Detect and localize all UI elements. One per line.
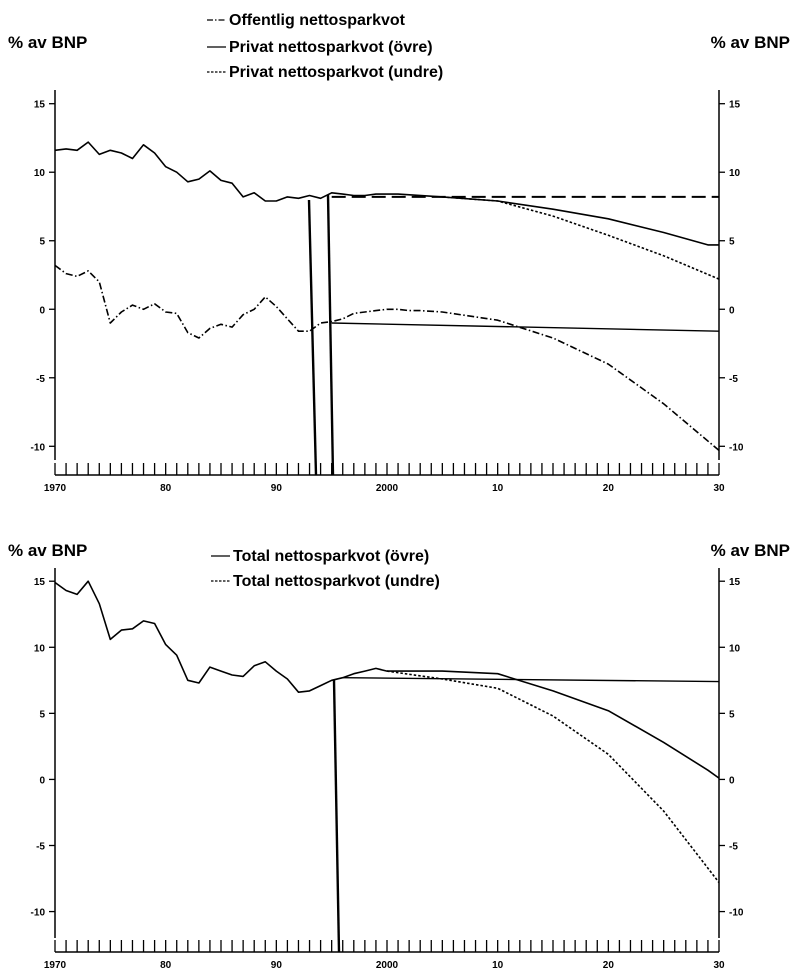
chart-2-right-axis-unit: % av BNP <box>711 541 790 560</box>
y-tick-label-right: 0 <box>729 305 735 316</box>
y-tick-label-right: 15 <box>729 100 741 111</box>
chart-1-left-axis-unit: % av BNP <box>8 33 87 52</box>
legend-item-total-undre: Total nettosparkvot (undre) <box>211 573 440 590</box>
reference-line-1 <box>342 677 720 683</box>
legend-label-offentlig: Offentlig nettosparkvot <box>229 12 406 29</box>
series-line-2 <box>54 141 719 246</box>
chart-2-left-axis-unit: % av BNP <box>8 541 87 560</box>
x-tick-label: 80 <box>160 960 172 970</box>
series-line-2 <box>386 670 720 883</box>
y-tick-label-left: 0 <box>39 305 45 316</box>
legend-label-total-undre: Total nettosparkvot (undre) <box>233 573 440 590</box>
chart-1-legend: Offentlig nettosparkvot Privat nettospar… <box>207 12 443 81</box>
x-tick-label: 1970 <box>44 960 67 970</box>
chart-1-series <box>54 141 720 452</box>
reference-line-2 <box>331 322 720 332</box>
y-tick-label-left: 5 <box>39 709 45 720</box>
y-tick-label-right: -5 <box>729 374 738 385</box>
y-tick-label-left: 15 <box>34 100 46 111</box>
y-tick-label-right: 0 <box>729 775 735 786</box>
x-tick-label: 20 <box>603 960 615 970</box>
chart-1-right-axis-unit: % av BNP <box>711 33 790 52</box>
y-tick-label-right: 5 <box>729 237 735 248</box>
chart-1-savings-public-private: % av BNP % av BNP Offentlig nettosparkvo… <box>8 12 790 494</box>
x-tick-label: 2000 <box>376 483 399 494</box>
chart-1-break-marker-right <box>326 194 335 476</box>
chart-2-y-ticks: 15 15 10 10 5 5 0 0 -5 -5 -10 -10 <box>31 577 744 918</box>
series-line-3 <box>442 196 720 280</box>
legend-item-privat-undre: Privat nettosparkvot (undre) <box>207 64 443 81</box>
y-tick-label-right: -5 <box>729 842 738 853</box>
x-tick-label: 30 <box>713 483 725 494</box>
chart-2-legend: Total nettosparkvot (övre) Total nettosp… <box>211 548 440 590</box>
y-tick-label-right: 15 <box>729 577 741 588</box>
legend-label-privat-ovre: Privat nettosparkvot (övre) <box>229 39 433 56</box>
y-tick-label-right: 10 <box>729 643 741 654</box>
y-tick-label-left: 10 <box>34 168 46 179</box>
chart-1-y-ticks: 15 15 10 10 5 5 0 0 -5 -5 -10 -10 <box>31 100 744 454</box>
chart-2-savings-total: % av BNP % av BNP Total nettosparkvot (ö… <box>8 541 790 970</box>
y-tick-label-right: 10 <box>729 168 741 179</box>
y-tick-label-left: 5 <box>39 237 45 248</box>
chart-2-series <box>54 580 720 883</box>
x-tick-label: 10 <box>492 483 504 494</box>
chart-2-break-marker <box>332 679 341 953</box>
y-tick-label-right: -10 <box>729 908 744 919</box>
y-tick-label-left: -10 <box>31 908 46 919</box>
x-tick-label: 80 <box>160 483 172 494</box>
x-tick-label: 90 <box>271 960 283 970</box>
x-tick-label: 1970 <box>44 483 67 494</box>
x-tick-label: 30 <box>713 960 725 970</box>
y-tick-label-right: 5 <box>729 709 735 720</box>
x-tick-label: 20 <box>603 483 615 494</box>
y-tick-label-left: -5 <box>36 842 45 853</box>
y-tick-label-right: -10 <box>729 442 744 453</box>
y-tick-label-left: 0 <box>39 775 45 786</box>
y-tick-label-left: 10 <box>34 643 46 654</box>
y-tick-label-left: -5 <box>36 374 45 385</box>
series-line-1 <box>54 264 720 452</box>
legend-item-offentlig: Offentlig nettosparkvot <box>207 12 406 29</box>
legend-label-total-ovre: Total nettosparkvot (övre) <box>233 548 429 565</box>
legend-item-total-ovre: Total nettosparkvot (övre) <box>211 548 429 565</box>
series-line-1 <box>54 580 720 779</box>
x-tick-label: 10 <box>492 960 504 970</box>
x-tick-label: 90 <box>271 483 283 494</box>
y-tick-label-left: -10 <box>31 442 46 453</box>
chart-1-x-ticks: 1970 80 90 2000 10 20 30 <box>44 463 725 494</box>
y-tick-label-left: 15 <box>34 577 46 588</box>
legend-label-privat-undre: Privat nettosparkvot (undre) <box>229 64 443 81</box>
legend-item-privat-ovre: Privat nettosparkvot (övre) <box>207 39 433 56</box>
x-tick-label: 2000 <box>376 960 399 970</box>
chart-2-x-ticks: 1970 80 90 2000 10 20 30 <box>44 940 725 970</box>
chart-1-break-marker-left <box>307 199 318 476</box>
